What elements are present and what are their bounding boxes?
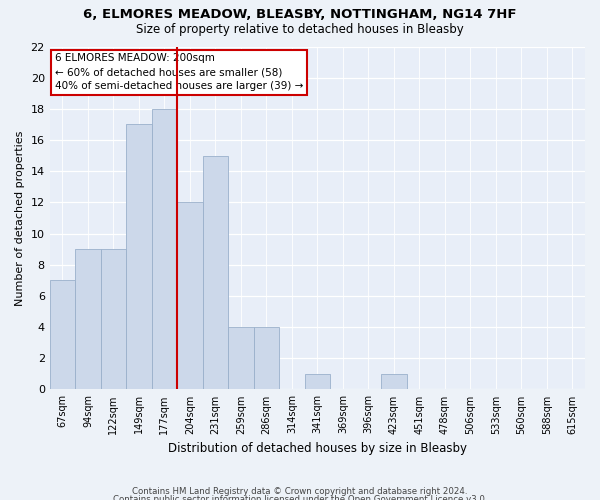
Bar <box>101 249 126 390</box>
Bar <box>305 374 330 390</box>
Bar <box>228 327 254 390</box>
Bar <box>177 202 203 390</box>
Bar <box>254 327 279 390</box>
Bar <box>50 280 75 390</box>
Bar <box>152 109 177 390</box>
Text: 6, ELMORES MEADOW, BLEASBY, NOTTINGHAM, NG14 7HF: 6, ELMORES MEADOW, BLEASBY, NOTTINGHAM, … <box>83 8 517 20</box>
Bar <box>126 124 152 390</box>
Text: Contains HM Land Registry data © Crown copyright and database right 2024.: Contains HM Land Registry data © Crown c… <box>132 488 468 496</box>
Bar <box>203 156 228 390</box>
Text: 6 ELMORES MEADOW: 200sqm
← 60% of detached houses are smaller (58)
40% of semi-d: 6 ELMORES MEADOW: 200sqm ← 60% of detach… <box>55 54 304 92</box>
Text: Size of property relative to detached houses in Bleasby: Size of property relative to detached ho… <box>136 22 464 36</box>
X-axis label: Distribution of detached houses by size in Bleasby: Distribution of detached houses by size … <box>168 442 467 455</box>
Y-axis label: Number of detached properties: Number of detached properties <box>15 130 25 306</box>
Text: Contains public sector information licensed under the Open Government Licence v3: Contains public sector information licen… <box>113 495 487 500</box>
Bar <box>75 249 101 390</box>
Bar <box>381 374 407 390</box>
